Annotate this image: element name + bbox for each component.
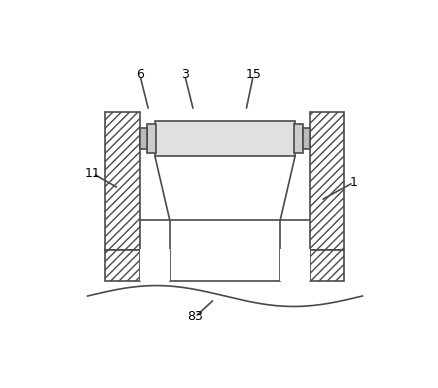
Bar — [170, 220, 279, 281]
Text: 6: 6 — [136, 68, 144, 81]
Bar — [105, 112, 140, 250]
Text: 11: 11 — [85, 167, 101, 180]
Text: 83: 83 — [187, 310, 203, 324]
Text: 15: 15 — [245, 68, 261, 81]
Bar — [146, 124, 155, 152]
Bar — [279, 249, 309, 281]
Bar — [105, 250, 140, 281]
Text: 1: 1 — [349, 176, 357, 189]
Bar — [309, 250, 344, 281]
Bar — [293, 124, 303, 152]
Bar — [155, 121, 294, 156]
Bar — [140, 249, 170, 281]
Bar — [140, 128, 147, 149]
Bar — [309, 112, 344, 250]
Bar — [302, 128, 309, 149]
Text: 3: 3 — [180, 68, 188, 81]
